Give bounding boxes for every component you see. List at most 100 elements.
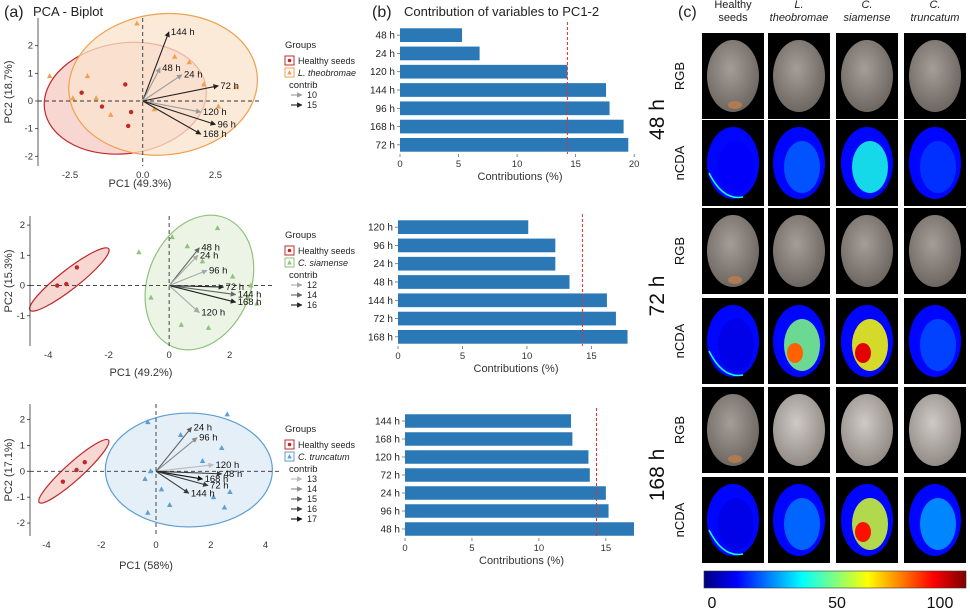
- point-1-7: [233, 84, 239, 90]
- loading-arrow-0: [155, 426, 193, 472]
- loading-arrow-5: [142, 100, 216, 126]
- x-tick-label-1: -2: [104, 350, 112, 361]
- point-1-4: [134, 20, 140, 26]
- bar-category-label-4: 144 h: [368, 296, 393, 307]
- point-1-5: [147, 468, 154, 474]
- point-1-9: [70, 95, 76, 101]
- loading-arrow-6: [168, 285, 200, 314]
- seed-rgb-4-3: [909, 394, 961, 466]
- seed-ncda-core-5-0: [718, 498, 754, 550]
- seed-ncda-edge-3-0: [708, 350, 744, 377]
- point-1-10: [221, 504, 228, 510]
- bar-1: [400, 46, 480, 61]
- seed-ncda-edge-5-0: [708, 529, 744, 556]
- x-tick-label-0: -4: [44, 350, 52, 361]
- bar-category-label-2: 24 h: [374, 259, 393, 270]
- legend-marker-1: [287, 260, 292, 265]
- point-1-10: [199, 258, 206, 264]
- loading-label-4: 144 h: [238, 290, 262, 301]
- point-1-10: [151, 106, 158, 112]
- x-tick-label-1: 5: [456, 159, 461, 170]
- row-label-5: nCDA: [672, 502, 687, 537]
- point-1-0: [136, 249, 142, 255]
- loading-arrow-0: [168, 247, 200, 286]
- point-1-6: [254, 300, 260, 306]
- y-tick-label-4: 2: [20, 415, 25, 426]
- contrib-legend-label-0: 12: [307, 280, 317, 290]
- seed-ncda-hotspot-3-2: [855, 343, 871, 363]
- loading-arrow-1: [142, 67, 161, 102]
- x-tick-label-2: 0: [167, 350, 172, 361]
- seed-ncda-core-1-3: [920, 141, 956, 193]
- contribution-bar-chart-2: 120 h 96 h 24 h 48 h 144 h 72 h 168 h0 5 10 15 Con…: [368, 214, 628, 375]
- legend-marker-0: [287, 58, 292, 63]
- x-axis-label: Contributions (%): [474, 363, 559, 375]
- x-tick-label-4: 20: [629, 159, 640, 170]
- point-0-2: [82, 460, 87, 465]
- y-axis-label: PC2 (15.3%): [3, 250, 15, 313]
- bar-category-label-6: 72 h: [376, 140, 395, 151]
- bar-0: [398, 220, 529, 234]
- bar-category-label-0: 48 h: [376, 31, 395, 42]
- loading-label-1: 48 h: [162, 63, 181, 74]
- point-1-8: [166, 501, 173, 507]
- x-tick-label-1: 5: [460, 351, 465, 362]
- time-label-2: 168 h: [646, 449, 669, 502]
- point-0-2: [74, 265, 80, 270]
- contrib-legend-label-2: 16: [307, 300, 317, 310]
- point-0-0: [79, 90, 84, 95]
- contrib-legend-label-2: 15: [307, 494, 317, 504]
- confidence-ellipse-0: [28, 247, 110, 312]
- x-axis-label: PC1 (58%): [119, 560, 173, 572]
- bar-category-label-1: 168 h: [375, 435, 400, 446]
- y-tick-label-2: 0: [20, 466, 25, 477]
- point-1-1: [169, 234, 175, 240]
- contrib-legend-label-0: 13: [307, 474, 317, 484]
- contrib-legend-title: contrib: [289, 464, 318, 475]
- bar-category-label-5: 96 h: [381, 507, 400, 518]
- loading-arrow-1: [168, 254, 199, 286]
- point-0-3: [128, 109, 134, 115]
- bar-4: [405, 486, 606, 500]
- bar-4: [400, 101, 610, 116]
- point-0-4: [99, 104, 105, 109]
- point-1-2: [93, 95, 99, 101]
- confidence-ellipse-1: [68, 12, 259, 156]
- legend-label-0: Healthy seeds: [298, 56, 356, 66]
- seed-rgb-2-3: [909, 215, 961, 287]
- x-tick-label-1: -2: [97, 540, 105, 551]
- seed-image-grid: HealthyseedsL.theobromaeC.siamenseC.trun…: [646, 0, 967, 612]
- loading-label-4: 120 h: [203, 107, 227, 118]
- colorbar-max-label: 100: [927, 595, 954, 612]
- y-tick-label-0: -2: [25, 151, 33, 162]
- bar-title: Contribution of variables to PC1-2: [404, 4, 599, 19]
- row-label-0: RGB: [672, 62, 687, 90]
- contrib-legend-label-1: 14: [307, 484, 317, 494]
- bar-2: [405, 450, 589, 464]
- loading-arrow-3: [155, 470, 223, 477]
- legend-marker-1: [287, 454, 292, 459]
- point-1-0: [145, 419, 151, 425]
- y-tick-label-3: 2: [20, 220, 25, 231]
- bar-category-label-2: 120 h: [370, 67, 395, 78]
- point-1-6: [201, 81, 207, 87]
- legend-label-1: C. truncatum: [298, 452, 350, 462]
- point-1-8: [186, 59, 192, 65]
- y-tick-label-3: 1: [20, 440, 25, 451]
- bar-category-label-6: 168 h: [368, 332, 393, 343]
- y-tick-label-3: 1: [28, 68, 33, 79]
- loading-label-3: 72 h: [220, 81, 239, 92]
- y-tick-label-1: -1: [17, 492, 25, 503]
- x-tick-label-1: 5: [469, 543, 474, 554]
- row-label-4: RGB: [672, 416, 687, 444]
- loading-arrow-3: [142, 84, 219, 102]
- x-tick-label-0: 0: [397, 159, 402, 170]
- loading-arrow-4: [142, 100, 202, 114]
- y-tick-label-1: -1: [25, 124, 33, 135]
- point-1-7: [178, 321, 184, 327]
- bar-category-label-5: 72 h: [374, 314, 393, 325]
- y-axis-label: PC2 (18.7%): [3, 61, 15, 124]
- legend-marker-0: [287, 248, 292, 253]
- loading-arrow-5: [155, 470, 209, 487]
- loading-arrow-4: [155, 470, 204, 481]
